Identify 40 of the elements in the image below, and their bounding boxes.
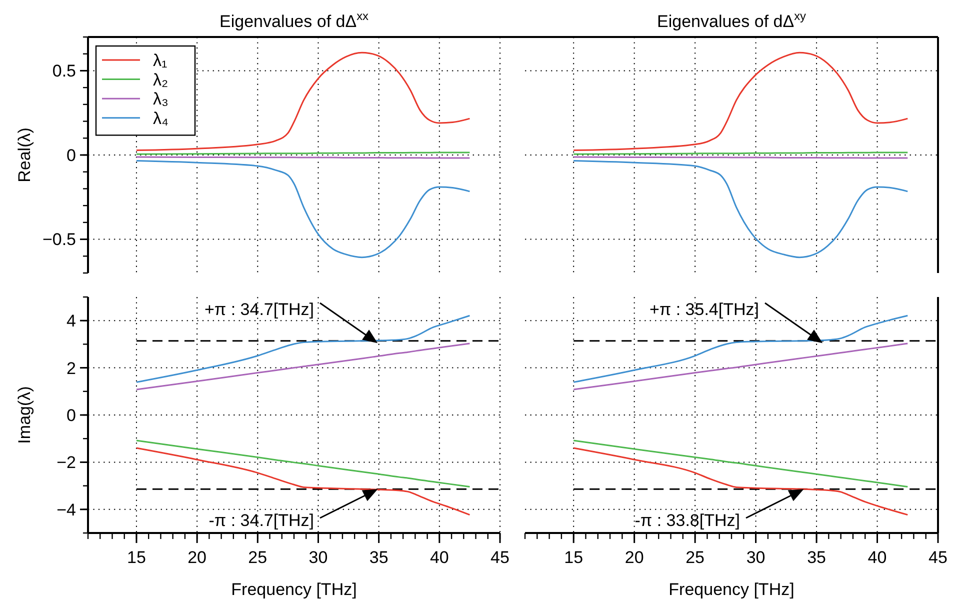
y-tick-label: −4 [56, 500, 76, 520]
y-tick-label: 2 [66, 358, 76, 378]
chart-title: Eigenvalues of dΔ$^{xx}$ [220, 9, 369, 31]
x-tick-label: 35 [807, 548, 826, 567]
x-tick-label: 40 [868, 548, 887, 567]
x-tick-label: 25 [248, 548, 268, 567]
legend-label: λ₁ [153, 51, 168, 70]
x-tick-label: 30 [308, 548, 328, 567]
legend-label: λ₃ [153, 90, 168, 109]
x-tick-label: 30 [746, 548, 766, 567]
annotation: +π : 35.4[THz] [649, 300, 759, 319]
x-tick-label: 45 [490, 548, 510, 567]
legend-label: λ₄ [153, 108, 168, 128]
x-tick-label: 35 [369, 548, 388, 567]
x-tick-label: 15 [564, 548, 584, 567]
y-axis-title: Imag(λ) [15, 386, 34, 444]
annotation: -π : 34.7[THz] [208, 511, 314, 530]
y-axis-title: Real(λ) [15, 128, 34, 182]
line-series [136, 160, 470, 258]
x-tick-label: 20 [188, 548, 207, 567]
y-tick-label: −2 [56, 453, 76, 472]
x-tick-label: 15 [127, 548, 146, 567]
y-tick-label: 4 [66, 312, 76, 331]
y-tick-label: −0.5 [42, 230, 76, 250]
annotation: -π : 33.8[THz] [634, 511, 740, 530]
y-tick-label: 0.5 [52, 62, 76, 81]
line-series [136, 52, 470, 152]
line-series [136, 440, 470, 488]
line-series [136, 342, 470, 390]
annotation: +π : 34.7[THz] [204, 300, 314, 319]
legend-label: λ₂ [153, 70, 168, 90]
y-tick-label: 0 [66, 146, 76, 165]
x-axis-title: Frequency [THz] [668, 580, 794, 599]
x-tick-label: 25 [686, 548, 705, 567]
y-tick-label: 0 [66, 406, 76, 425]
x-tick-label: 40 [430, 548, 449, 567]
x-tick-label: 45 [928, 548, 948, 567]
x-axis-title: Frequency [THz] [231, 580, 357, 599]
x-tick-label: 20 [624, 548, 644, 567]
chart-title: Eigenvalues of dΔ$^{xy}$ [657, 9, 806, 31]
